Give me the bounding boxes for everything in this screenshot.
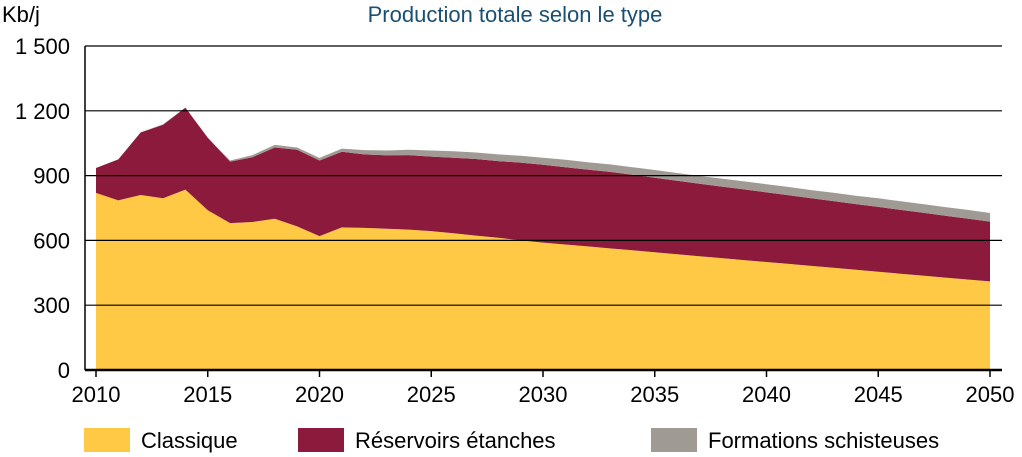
legend: Classique Réservoirs étanches Formations s… — [84, 428, 939, 453]
gridlines — [85, 45, 1002, 306]
legend-swatch-1 — [298, 428, 344, 452]
area-series-group — [96, 107, 990, 370]
legend-swatch-0 — [84, 428, 130, 452]
x-tick-label-3: 2025 — [407, 382, 456, 407]
y-tick-label-2: 600 — [33, 228, 70, 253]
legend-label-2: Formations schisteuses — [708, 428, 939, 453]
y-tick-label-3: 900 — [33, 164, 70, 189]
y-tick-labels: 0 300 600 900 1 200 1 500 — [15, 34, 70, 383]
chart-title: Production totale selon le type — [368, 2, 663, 27]
area-series-0 — [96, 189, 990, 370]
area-series-2 — [96, 107, 990, 222]
y-axis-label: Kb/j — [2, 2, 40, 27]
x-tick-label-0: 2010 — [72, 382, 121, 407]
x-tick-label-5: 2035 — [630, 382, 679, 407]
y-tick-label-4: 1 200 — [15, 99, 70, 124]
y-tick-label-5: 1 500 — [15, 34, 70, 59]
area-series-1 — [96, 107, 990, 282]
x-axis: 2010 2015 2020 2025 2030 2035 2040 2045 2050 — [72, 46, 1015, 407]
x-tick-label-2: 2020 — [295, 382, 344, 407]
x-tick-label-7: 2045 — [854, 382, 903, 407]
legend-swatch-2 — [651, 428, 697, 452]
x-tick-label-4: 2030 — [519, 382, 568, 407]
legend-label-0: Classique — [141, 428, 238, 453]
x-tick-label-8: 2050 — [966, 382, 1015, 407]
y-tick-label-0: 0 — [58, 358, 70, 383]
x-tick-label-6: 2040 — [742, 382, 791, 407]
y-tick-label-1: 300 — [33, 293, 70, 318]
legend-label-1: Réservoirs étanches — [355, 428, 556, 453]
x-tick-label-1: 2015 — [183, 382, 232, 407]
